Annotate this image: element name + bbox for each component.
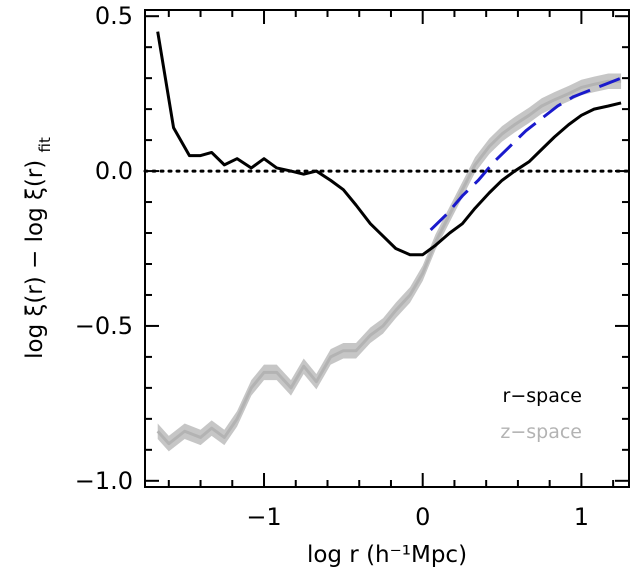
series-line-r-space	[156, 31, 622, 257]
series-layer	[156, 31, 622, 452]
x-axis-title: log r (h⁻¹Mpc)	[307, 542, 467, 568]
y-tick-label: 0.0	[95, 157, 133, 185]
x-tick-label: 0	[415, 503, 430, 531]
x-tick-label: 1	[574, 503, 589, 531]
series-line-z-space	[156, 79, 622, 446]
y-tick-label: −0.5	[75, 312, 133, 340]
y-axis-title: log ξ(r) − log ξ(r) fit	[22, 137, 54, 359]
y-axis-title-main: log ξ(r) − log ξ(r)	[22, 160, 48, 359]
x-tick-label: −1	[246, 503, 281, 531]
plot-frame	[144, 9, 630, 488]
legend-entry-r-space: r−space	[503, 385, 582, 407]
tick-layer: −1 0 1 0.5 0.0 −0.5 −1.0	[75, 2, 629, 531]
legend-entry-z-space: z−space	[500, 421, 582, 443]
legend: r−space z−space	[500, 385, 582, 443]
y-tick-label: −1.0	[75, 467, 133, 495]
series-line-fit-dashed	[429, 76, 622, 231]
y-tick-label: 0.5	[95, 2, 133, 30]
y-axis-title-subscript: fit	[36, 137, 54, 152]
